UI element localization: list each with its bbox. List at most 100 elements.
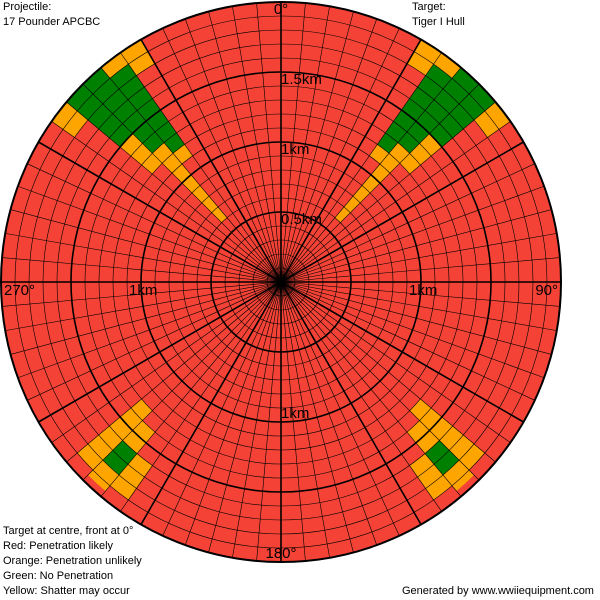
major-bearing-spoke: [280, 39, 422, 283]
bearing-spoke: [280, 6, 330, 283]
projectile-info: Projectile: 17 Pounder APCBC: [3, 0, 100, 30]
bearing-spoke: [280, 281, 557, 331]
bearing-spoke: [66, 101, 282, 283]
major-bearing-spoke: [38, 141, 282, 283]
zone-no-penetration: [397, 67, 479, 154]
bearing-spoke: [280, 281, 354, 553]
bearing-spoke: [280, 101, 496, 283]
zone-penetration-unlikely: [77, 398, 153, 471]
projectile-label: Projectile:: [3, 1, 52, 13]
bearing-spoke: [184, 281, 282, 546]
zone-no-penetration: [83, 67, 165, 154]
zone-penetration-unlikely: [120, 39, 155, 76]
zone-no-penetration: [102, 440, 138, 476]
bearing-spoke: [82, 281, 282, 481]
bearing-spoke: [280, 83, 480, 283]
bearing-spoke: [184, 18, 282, 283]
bearing-spoke: [280, 281, 442, 512]
bearing-spoke: [10, 281, 282, 355]
footer-credit: Generated by www.wwiiequipment.com: [402, 584, 594, 599]
bearing-spoke: [280, 281, 552, 355]
zone-penetration-unlikely: [433, 52, 461, 79]
bearing-spoke: [280, 233, 557, 283]
bearing-spoke: [120, 281, 282, 512]
bearing-spoke: [280, 281, 545, 379]
major-bearing-spoke: [280, 281, 524, 423]
range-label: 1km: [129, 282, 157, 299]
bearing-spoke: [256, 281, 282, 561]
zone-penetration-unlikely: [409, 453, 452, 500]
bearing-spoke: [120, 52, 282, 283]
major-bearing-spoke: [280, 281, 422, 525]
bearing-spoke: [2, 257, 282, 283]
zone-no-penetration: [429, 84, 496, 148]
zone-penetration-unlikely: [101, 52, 129, 79]
bearing-spoke: [280, 281, 400, 536]
bearing-spoke: [51, 121, 282, 283]
bearing-spoke: [280, 3, 306, 283]
range-label: 1km: [409, 282, 437, 299]
bearing-label: 270°: [4, 282, 35, 299]
target-value: Tiger I Hull: [412, 16, 465, 28]
bearing-spoke: [280, 18, 378, 283]
bearing-spoke: [280, 281, 330, 558]
bearing-spoke: [17, 281, 282, 379]
zone-penetration-unlikely: [51, 102, 88, 138]
bearing-spoke: [280, 52, 442, 283]
bearing-spoke: [280, 67, 462, 283]
bearing-spoke: [27, 281, 282, 401]
bearing-spoke: [162, 28, 282, 283]
bearing-spoke: [208, 11, 282, 283]
bearing-spoke: [162, 281, 282, 536]
bearing-spoke: [100, 67, 282, 283]
bearing-spoke: [82, 83, 282, 283]
range-label: 1.5km: [281, 71, 322, 88]
major-bearing-spoke: [280, 141, 524, 283]
major-bearing-spoke: [140, 39, 282, 283]
projectile-value: 17 Pounder APCBC: [3, 16, 101, 28]
zone-penetration-unlikely: [120, 133, 163, 175]
bearing-spoke: [280, 281, 480, 481]
bearing-spoke: [66, 281, 282, 463]
bearing-spoke: [10, 209, 282, 283]
bearing-label: 90°: [535, 282, 558, 299]
major-bearing-spoke: [38, 281, 282, 423]
bearing-spoke: [2, 281, 282, 307]
bearing-spoke: [51, 281, 282, 443]
bearing-spoke: [208, 281, 282, 553]
bearing-spoke: [280, 281, 560, 307]
bearing-spoke: [280, 163, 535, 283]
bearing-spoke: [280, 281, 511, 443]
bearing-spoke: [280, 281, 496, 463]
chart-labels: 0° 90° 180° 270° 1.5km 1km 0.5km 1km 1km 1km: [4, 1, 558, 562]
bearing-spoke: [280, 281, 306, 561]
bearing-spoke: [280, 209, 552, 283]
zone-no-penetration: [377, 64, 452, 154]
zone-no-penetration: [66, 84, 133, 148]
bearing-spoke: [280, 281, 378, 546]
polar-grid: [0, 1, 562, 563]
zone-penetration-unlikely: [399, 133, 442, 175]
range-label: 1km: [281, 405, 309, 422]
legend-yellow: Yellow: Shatter may occur: [3, 585, 130, 597]
bearing-spoke: [280, 281, 462, 497]
bearing-spoke: [100, 281, 282, 497]
bearing-spoke: [280, 185, 545, 283]
zone-penetration-unlikely: [152, 142, 228, 223]
zone-penetration-unlikely: [334, 142, 410, 223]
bearing-spoke: [280, 11, 354, 283]
zone-penetration-unlikely: [409, 398, 485, 471]
bearing-spoke: [5, 281, 282, 331]
zone-penetration-unlikely: [407, 39, 442, 76]
target-label: Target:: [412, 1, 446, 13]
zone-no-penetration: [424, 440, 460, 476]
bearing-spoke: [256, 3, 282, 283]
legend-red: Red: Penetration likely: [3, 540, 114, 552]
range-label: 1km: [281, 141, 309, 158]
range-label: 0.5km: [281, 211, 322, 228]
zone-penetration-unlikely: [110, 453, 153, 500]
legend-green: Green: No Penetration: [3, 570, 114, 582]
legend-orange: Orange: Penetration unlikely: [3, 555, 142, 567]
bearing-spoke: [232, 281, 282, 558]
